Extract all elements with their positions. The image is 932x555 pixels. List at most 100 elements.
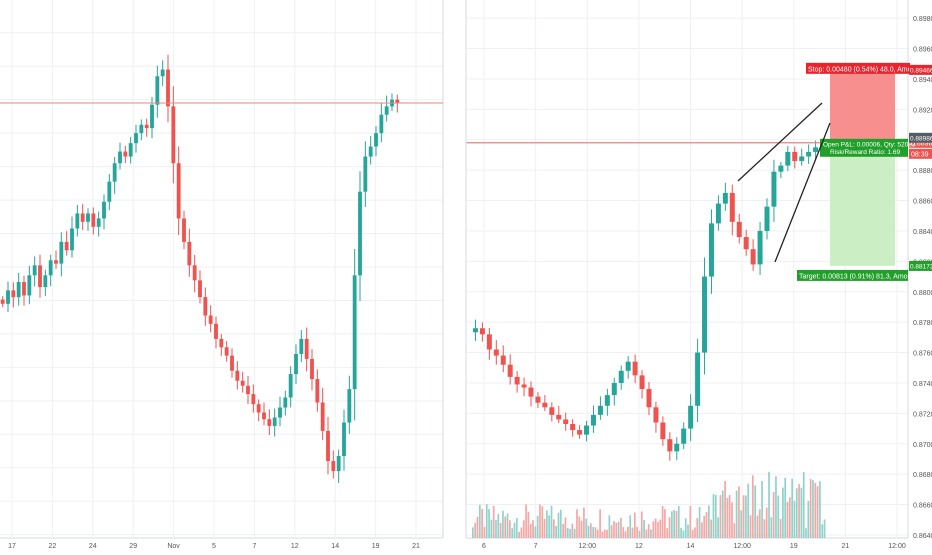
candle-body xyxy=(219,338,224,348)
candle-body xyxy=(785,151,791,166)
target-label-box[interactable] xyxy=(797,269,908,281)
volume-bar xyxy=(624,531,627,538)
candle-body xyxy=(556,414,562,420)
candle-body xyxy=(198,280,202,298)
wedge-upper-trendline[interactable] xyxy=(737,102,823,182)
candle-body xyxy=(792,151,798,162)
y-tick-label: 0.88000 xyxy=(913,290,932,297)
x-tick-label: 6 xyxy=(482,543,486,550)
candle-body xyxy=(38,265,42,288)
risk-reward-label: Risk/Reward Ratio: 1.69 xyxy=(830,149,900,156)
candle-body xyxy=(32,265,37,276)
y-tick-label: 0.86800 xyxy=(913,472,932,479)
wedge-lower-trendline[interactable] xyxy=(774,122,831,263)
candle-body xyxy=(112,163,117,182)
target-label: Target: 0.00813 (0.91%) 81.3, Amount: 1 xyxy=(799,273,925,280)
candle-body xyxy=(486,334,492,350)
volume-bar xyxy=(777,495,780,538)
candle-body xyxy=(214,323,218,339)
volume-bar xyxy=(559,509,562,538)
volume-bar xyxy=(712,494,715,538)
volume-bar xyxy=(664,509,666,538)
y-tick-label: 0.89200 xyxy=(913,107,932,114)
candle-body xyxy=(660,422,666,440)
volume-bar xyxy=(691,529,694,538)
candle-body xyxy=(764,206,770,231)
volume-bar xyxy=(779,518,782,538)
x-tick-label: 17 xyxy=(8,543,16,550)
volume-bar xyxy=(590,523,592,538)
candle-body xyxy=(352,275,357,390)
x-tick-label: 21 xyxy=(412,543,420,550)
y-tick-label: 0.89800 xyxy=(913,16,932,23)
candle-body xyxy=(75,213,80,229)
volume-bar xyxy=(816,486,819,538)
volume-bar xyxy=(775,476,777,538)
volume-bar xyxy=(541,506,544,538)
volume-bar xyxy=(788,497,791,538)
candle-body xyxy=(806,151,812,157)
y-tick-label: 0.88600 xyxy=(913,199,932,206)
volume-bar xyxy=(490,519,493,538)
volume-bar xyxy=(615,522,618,538)
y-tick-label: 0.87200 xyxy=(913,411,932,418)
panel-separator xyxy=(444,0,466,550)
y-tick-label: 0.87400 xyxy=(913,381,932,388)
volume-bar xyxy=(670,511,673,538)
candle-body xyxy=(240,380,245,386)
candle-body xyxy=(283,397,288,408)
volume-bar xyxy=(645,529,648,538)
candle-body xyxy=(395,99,400,104)
take-profit-zone[interactable] xyxy=(830,142,895,266)
candle-body xyxy=(577,430,583,435)
volume-bar xyxy=(502,510,504,538)
volume-bar xyxy=(659,519,662,538)
left-chart-panel[interactable]: 0.894000.892000.890000.888000.886000.884… xyxy=(0,0,473,550)
volume-bar xyxy=(726,498,729,538)
plot-area[interactable] xyxy=(0,0,443,538)
candle-body xyxy=(681,428,687,444)
volume-bar xyxy=(705,511,708,538)
candle-body xyxy=(128,143,133,157)
stop-label-box[interactable] xyxy=(806,62,910,74)
volume-bar xyxy=(650,529,652,538)
candle-body xyxy=(310,358,314,380)
candle-body xyxy=(22,282,26,296)
candle-body xyxy=(102,201,106,219)
volume-bar xyxy=(546,510,548,538)
volume-bar xyxy=(594,527,597,538)
x-tick-label: Nov xyxy=(167,543,180,550)
volume-bar xyxy=(733,523,736,538)
candle-body xyxy=(521,384,527,388)
y-tick-label: 0.89600 xyxy=(913,47,932,54)
volume-bar xyxy=(478,504,481,538)
volume-bar xyxy=(509,520,511,538)
y-tick-label: 0.86400 xyxy=(913,533,932,540)
candle-body xyxy=(320,402,325,431)
candle-body xyxy=(632,361,638,376)
volume-bar xyxy=(548,515,551,538)
right-chart-panel[interactable]: 0.898000.896000.894000.892000.890000.888… xyxy=(466,0,932,550)
volume-bar xyxy=(525,504,527,538)
stop-loss-zone[interactable] xyxy=(830,69,895,143)
volume-bar xyxy=(784,477,787,538)
volume-bar xyxy=(747,483,750,538)
candle-body xyxy=(294,353,298,375)
volume-bar xyxy=(557,512,560,538)
volume-bar xyxy=(638,530,641,538)
x-tick-label: 7 xyxy=(534,543,538,550)
volume-bar xyxy=(721,490,724,538)
candle-body xyxy=(611,382,617,396)
x-tick-label: 7 xyxy=(252,543,256,550)
volume-bar xyxy=(543,518,546,538)
candle-body xyxy=(542,402,548,408)
candle-body xyxy=(563,419,569,424)
x-tick-label: 12 xyxy=(291,543,299,550)
volume-bar xyxy=(520,527,523,538)
pnl-label-box[interactable] xyxy=(820,138,908,157)
candle-body xyxy=(123,151,128,157)
candle-body xyxy=(570,424,576,431)
candle-body xyxy=(528,387,534,397)
